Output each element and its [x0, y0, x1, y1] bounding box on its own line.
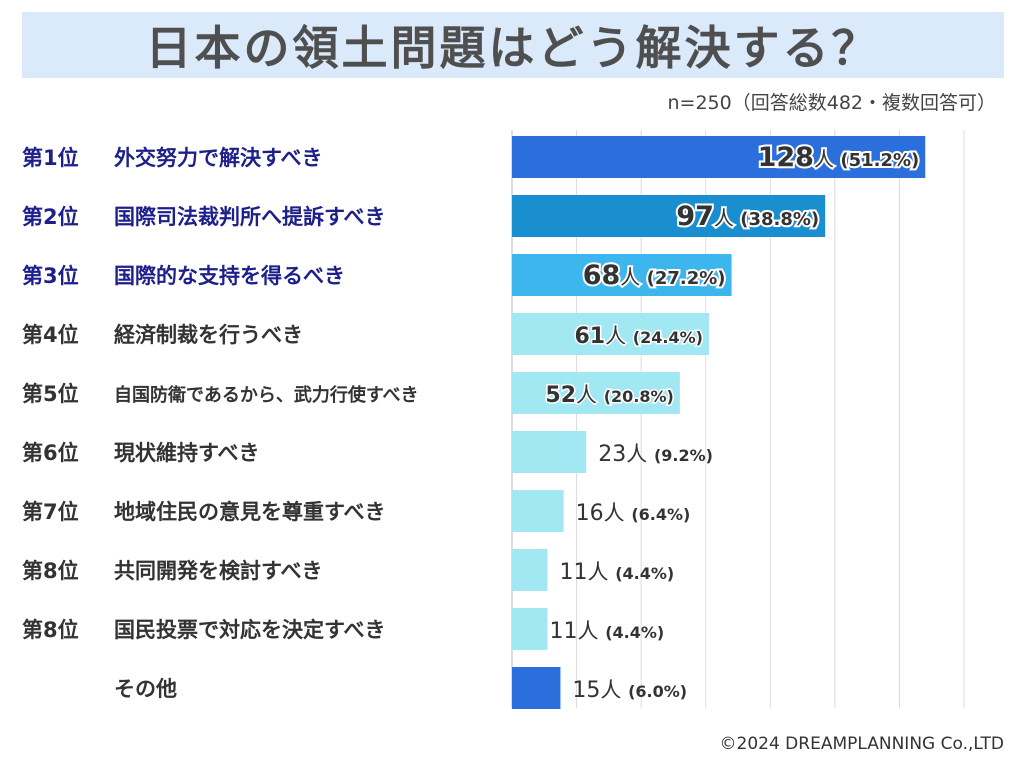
- category-label: 第8位 共同開発を検討すべき: [22, 559, 323, 583]
- value-label: 11人 (4.4%): [560, 560, 675, 585]
- bar: [512, 372, 680, 414]
- category-label: その他: [114, 677, 177, 701]
- category-label: 第7位 地域住民の意見を尊重すべき: [22, 500, 386, 524]
- bar: [512, 431, 587, 473]
- copyright-text: ©2024 DREAMPLANNING Co.,LTD: [719, 734, 1004, 754]
- value-label: 11人 (4.4%): [550, 619, 665, 644]
- value-label: 52人 (20.8%): [545, 383, 673, 408]
- value-label: 61人 (24.4%): [574, 324, 702, 349]
- value-label: 128人 (51.2%): [758, 142, 920, 173]
- title-band: [22, 12, 1004, 78]
- bar: [512, 667, 561, 709]
- value-label: 23人 (9.2%): [598, 442, 713, 467]
- category-label: 第2位 国際司法裁判所へ提訴すべき: [22, 205, 386, 229]
- value-label: 68人 (27.2%): [583, 260, 726, 291]
- value-label: 16人 (6.4%): [576, 501, 691, 526]
- bar: [512, 136, 926, 178]
- category-label: 第5位 自国防衛であるから、武力行使すべき: [22, 382, 419, 406]
- bar: [512, 195, 826, 237]
- bar: [512, 549, 548, 591]
- value-label: 97人 (38.8%): [676, 201, 819, 232]
- bar: [512, 490, 564, 532]
- category-label: 第8位 国民投票で対応を決定すべき: [22, 618, 386, 642]
- value-label: 15人 (6.0%): [572, 678, 687, 703]
- category-label: 第1位 外交努力で解決すべき: [22, 146, 323, 170]
- chart-subtitle: n=250（回答総数482・複数回答可）: [667, 92, 997, 114]
- bar: [512, 608, 548, 650]
- category-label: 第6位 現状維持すべき: [22, 441, 260, 465]
- bar: [512, 254, 732, 296]
- category-label: 第4位 経済制裁を行うべき: [22, 323, 303, 347]
- bar: [512, 313, 709, 355]
- page-title: 日本の領土問題はどう解決する？: [145, 21, 881, 75]
- category-label: 第3位 国際的な支持を得るべき: [22, 264, 345, 288]
